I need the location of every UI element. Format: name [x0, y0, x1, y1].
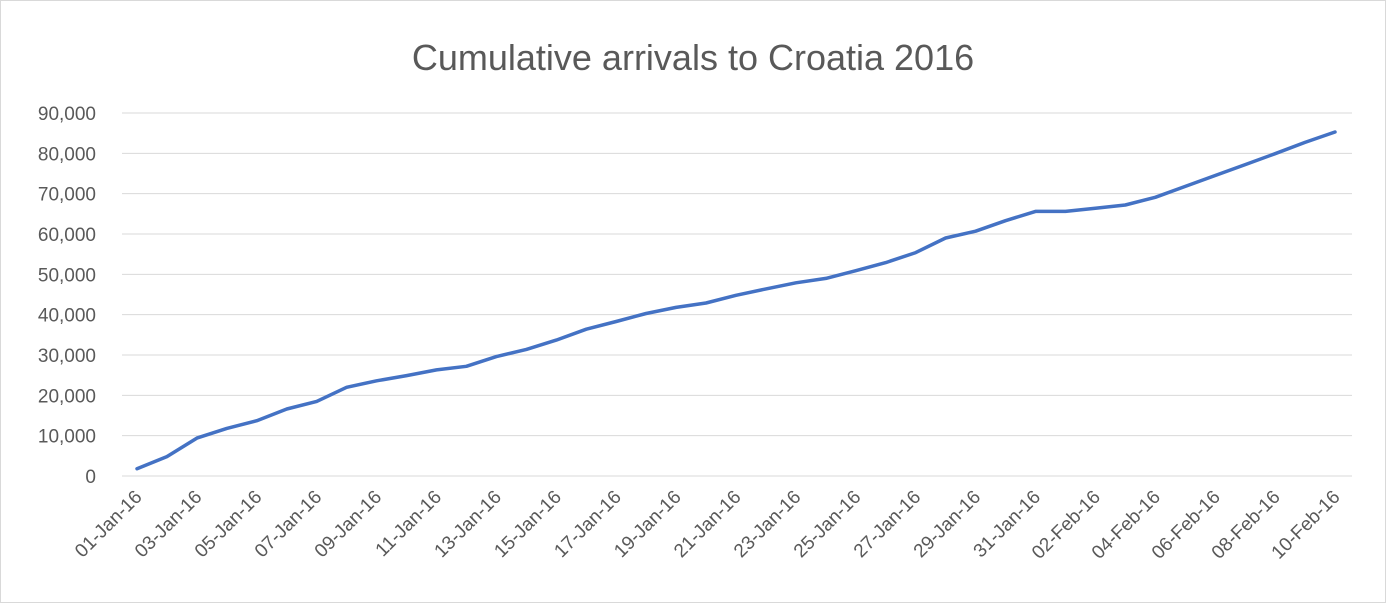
y-tick-label: 50,000: [38, 265, 96, 286]
series-line-0: [135, 130, 1337, 471]
y-tick-label: 10,000: [38, 427, 96, 448]
y-tick-label: 30,000: [38, 346, 96, 367]
chart-title: Cumulative arrivals to Croatia 2016: [412, 37, 974, 78]
y-tick-label: 60,000: [38, 225, 96, 246]
y-tick-label: 80,000: [38, 144, 96, 165]
y-tick-label: 90,000: [38, 104, 96, 125]
series-layer: [135, 130, 1337, 471]
y-tick-label: 0: [85, 467, 96, 488]
y-tick-label: 20,000: [38, 386, 96, 407]
x-axis-tick-labels: 01-Jan-1603-Jan-1605-Jan-1607-Jan-1609-J…: [71, 487, 1344, 564]
y-tick-label: 70,000: [38, 185, 96, 206]
y-axis-tick-labels: 0 10,000 20,000 30,000 40,000 50,000 60,000 70,…: [38, 104, 96, 488]
gridlines: [122, 112, 1352, 477]
y-tick-label: 40,000: [38, 306, 96, 327]
